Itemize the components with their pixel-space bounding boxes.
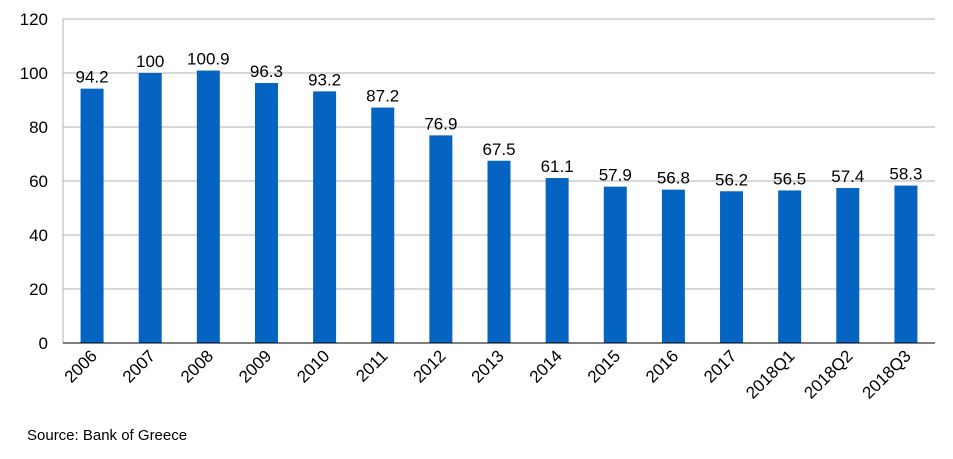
- x-tick-label: 2008: [177, 346, 217, 386]
- bar: [661, 189, 685, 343]
- bar: [371, 107, 395, 343]
- bar: [313, 91, 337, 343]
- y-tick-label: 20: [29, 280, 48, 299]
- x-tick-label: 2013: [468, 346, 508, 386]
- bar: [545, 178, 569, 343]
- data-label: 94.2: [76, 68, 109, 87]
- data-label: 87.2: [366, 87, 399, 106]
- bar: [138, 73, 162, 343]
- bar: [720, 191, 744, 343]
- y-tick-label: 60: [29, 172, 48, 191]
- x-tick-label: 2006: [61, 346, 101, 386]
- bar: [196, 70, 220, 343]
- data-label: 96.3: [250, 62, 283, 81]
- bar: [836, 188, 860, 343]
- bar: [429, 135, 453, 343]
- x-tick-label: 2007: [119, 346, 159, 386]
- data-label: 76.9: [424, 114, 457, 133]
- x-tick-label: 2009: [235, 346, 275, 386]
- y-tick-label: 100: [20, 64, 48, 83]
- bar: [603, 186, 627, 343]
- source-note: Source: Bank of Greece: [27, 427, 188, 444]
- bar: [80, 88, 104, 343]
- x-tick-label: 2010: [293, 346, 333, 386]
- data-label: 56.2: [715, 170, 748, 189]
- data-label: 56.5: [773, 169, 806, 188]
- data-label: 56.8: [657, 169, 690, 188]
- x-tick-label: 2015: [584, 346, 624, 386]
- y-tick-label: 40: [29, 226, 48, 245]
- x-tick-label: 2012: [410, 346, 450, 386]
- x-tick-label: 2018Q3: [859, 346, 915, 402]
- data-label: 57.9: [599, 166, 632, 185]
- data-label: 100.9: [187, 50, 230, 69]
- data-label: 58.3: [889, 165, 922, 184]
- data-label: 61.1: [541, 157, 574, 176]
- data-label: 100: [136, 52, 164, 71]
- x-tick-label: 2014: [526, 346, 566, 386]
- x-tick-label: 2017: [700, 346, 740, 386]
- x-tick-labels: 2006 2007 2008 2009 2010 2011 2012 2013 2014 2015…: [61, 346, 915, 402]
- bar-series: [80, 70, 918, 344]
- x-tick-label: 2011: [352, 346, 391, 385]
- y-tick-label: 120: [20, 10, 48, 29]
- bar: [254, 82, 278, 344]
- x-tick-label: 2018Q1: [742, 346, 798, 402]
- data-label: 67.5: [482, 140, 515, 159]
- data-label: 57.4: [831, 167, 864, 186]
- data-labels: 94.2 100 100.9 96.3 93.2 87.2 76.9 67.5 61.1 57.9…: [76, 50, 923, 190]
- bar: [894, 185, 918, 343]
- x-tick-label: 2018Q2: [800, 346, 856, 402]
- y-tick-labels: 0 20 40 60 80 100 120: [20, 10, 48, 353]
- data-label: 93.2: [308, 70, 341, 89]
- x-tick-label: 2016: [642, 346, 682, 386]
- y-tick-label: 80: [29, 118, 48, 137]
- bar: [487, 160, 511, 343]
- bar: [778, 190, 802, 343]
- bar-chart: 0 20 40 60 80 100 120 2006 2007 2008 2009 2010 2011…: [20, 10, 935, 403]
- y-tick-label: 0: [39, 334, 48, 353]
- axes: [62, 19, 935, 344]
